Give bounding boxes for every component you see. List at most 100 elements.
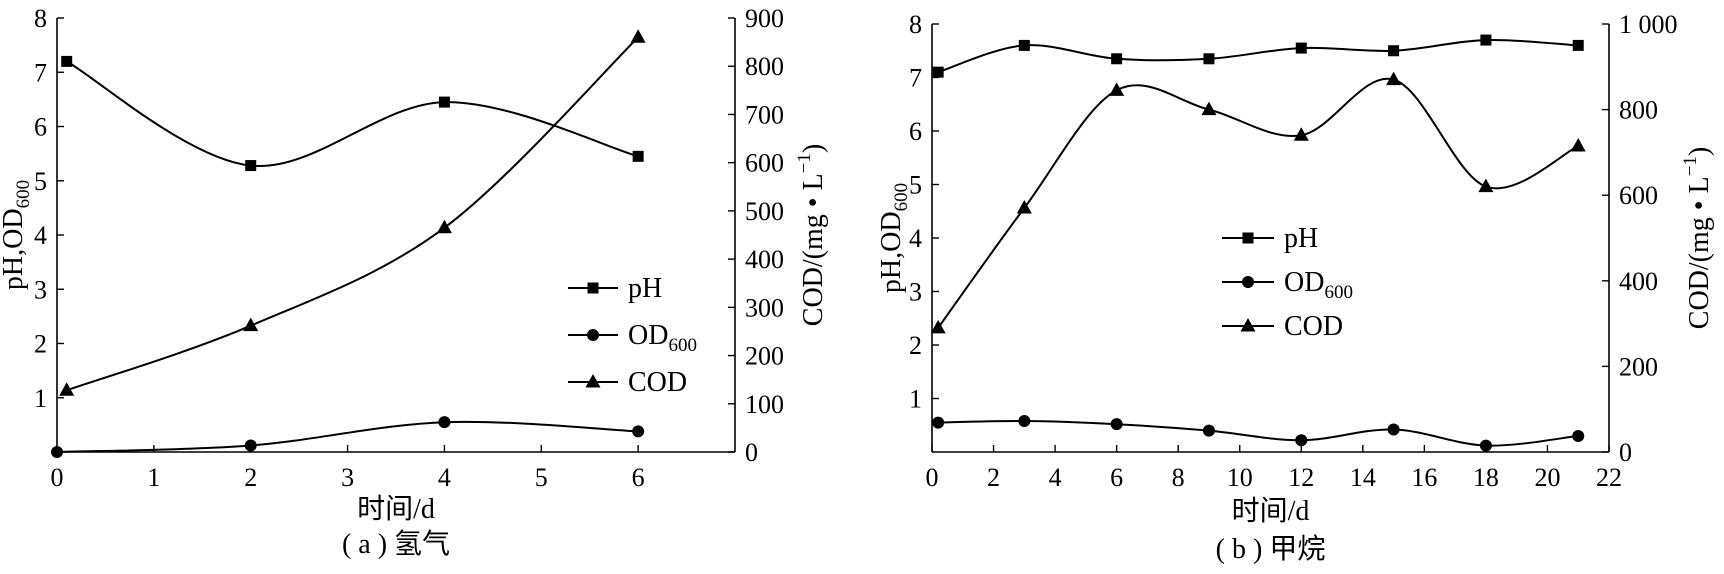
y2-axis-title-main: COD/(mg • L (1684, 176, 1715, 329)
panel-caption: ( b ) 甲烷 (1216, 533, 1326, 565)
data-point-cod (1478, 178, 1494, 193)
y-tick-label: 3 (34, 275, 47, 304)
data-point-cod (1570, 137, 1586, 152)
y2-tick-label: 800 (745, 52, 784, 81)
data-point-od (1202, 424, 1215, 437)
legend-label: pH (1284, 223, 1318, 254)
data-point-cod (1016, 200, 1032, 214)
x-tick-label: 2 (244, 463, 257, 492)
y2-tick-label: 900 (745, 4, 784, 33)
data-point-ph (245, 160, 257, 172)
y-tick-label: 2 (34, 330, 47, 359)
x-tick-label: 8 (1172, 463, 1185, 492)
legend-marker (1242, 276, 1254, 288)
x-tick-label: 0 (51, 463, 64, 492)
y-axis-title-sub: 600 (891, 183, 912, 212)
y-axis-title: pH,OD600 (876, 183, 912, 293)
y-tick-label: 6 (909, 117, 922, 146)
x-tick-label: 16 (1411, 463, 1437, 492)
y-tick-label: 4 (909, 224, 922, 253)
x-tick-label: 6 (1110, 463, 1123, 492)
y2-tick-label: 200 (745, 342, 784, 371)
data-point-cod (436, 219, 452, 234)
data-point-ph (632, 150, 644, 162)
legend-label-sub: 600 (668, 335, 697, 356)
data-point-ph (1111, 53, 1123, 65)
y2-tick-label: 100 (745, 390, 784, 419)
y-axis-title: pH,OD600 (0, 180, 34, 290)
y2-axis-title: COD/(mg • L−1) (794, 144, 829, 326)
data-point-ph (1295, 42, 1307, 54)
legend-marker (587, 329, 599, 341)
data-point-cod (930, 319, 946, 334)
y2-axis-title: COD/(mg • L−1) (1680, 147, 1715, 329)
y-tick-label: 5 (34, 167, 47, 196)
y-tick-label: 1 (34, 384, 47, 413)
data-point-ph (1480, 34, 1492, 46)
data-point-ph (61, 55, 73, 67)
series-line-od (938, 419, 1579, 447)
legend-label-name: pH (628, 273, 662, 304)
data-point-cod (630, 29, 646, 43)
legend-label-name: pH (1284, 223, 1318, 254)
y2-tick-label: 600 (1619, 181, 1658, 210)
y-tick-label: 3 (909, 278, 922, 307)
x-tick-label: 6 (632, 463, 645, 492)
y-tick-label: 1 (909, 385, 922, 414)
y-tick-label: 2 (909, 331, 922, 360)
data-point-cod (1109, 82, 1125, 96)
y-tick-label: 4 (34, 221, 47, 250)
y2-tick-label: 0 (1619, 438, 1632, 467)
data-point-ph (1572, 39, 1584, 51)
x-tick-label: 1 (147, 463, 160, 492)
y2-axis-title-sup: −1 (794, 153, 815, 173)
series-line-ph (66, 60, 639, 167)
legend-label: OD600 (628, 320, 697, 356)
data-point-cod (1293, 127, 1309, 141)
legend-label: pH (628, 273, 662, 304)
y2-tick-label: 600 (745, 149, 784, 178)
x-axis-title: 时间/d (357, 493, 435, 525)
x-tick-label: 20 (1534, 463, 1560, 492)
y-tick-label: 7 (34, 58, 47, 87)
data-point-od (632, 425, 645, 438)
data-point-ph (932, 66, 944, 78)
y2-tick-label: 300 (745, 293, 784, 322)
data-point-od (244, 439, 257, 452)
data-point-cod (243, 317, 259, 332)
y2-tick-label: 500 (745, 197, 784, 226)
data-point-od (1387, 423, 1400, 436)
x-tick-label: 22 (1596, 463, 1622, 492)
legend-marker (1242, 232, 1254, 244)
y-tick-label: 8 (34, 4, 47, 33)
y-tick-label: 5 (909, 171, 922, 200)
data-point-od (51, 446, 63, 458)
data-point-ph (438, 96, 450, 108)
y2-tick-label: 200 (1619, 352, 1658, 381)
series-line-ph (937, 39, 1579, 74)
y-axis-title-main: pH,OD (0, 208, 29, 290)
legend-label: OD600 (1284, 267, 1353, 303)
legend-label-sub: 600 (1324, 282, 1353, 303)
legend-marker (1240, 318, 1256, 332)
data-point-ph (1018, 39, 1030, 51)
x-axis-title: 时间/d (1232, 495, 1310, 527)
y2-tick-label: 700 (745, 100, 784, 129)
data-point-cod (1201, 101, 1217, 116)
data-point-od (932, 416, 945, 429)
y2-tick-label: 400 (745, 245, 784, 274)
x-tick-label: 2 (987, 463, 1000, 492)
data-point-cod (59, 382, 75, 396)
data-point-od (1295, 434, 1308, 447)
y-tick-label: 7 (909, 64, 922, 93)
panel-caption: ( a ) 氢气 (342, 528, 450, 560)
data-point-od (1018, 414, 1031, 427)
x-tick-label: 5 (535, 463, 548, 492)
y2-tick-label: 0 (745, 438, 758, 467)
data-point-od (1572, 429, 1585, 442)
legend-label: COD (1284, 311, 1343, 342)
legend-label-name: COD (628, 367, 687, 398)
x-tick-label: 12 (1288, 463, 1314, 492)
y-axis-title-main: pH,OD (876, 211, 907, 293)
